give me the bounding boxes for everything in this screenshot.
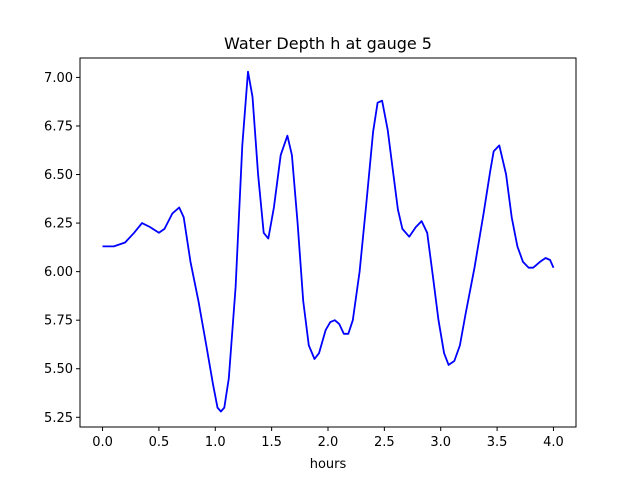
chart-title: Water Depth h at gauge 5: [224, 34, 432, 53]
plot-area: 0.0 0.5 1.0 1.5 2.0 2.5 3.0 3.5 4.0 5.25 5.50 5.75 6…: [44, 57, 577, 450]
y-tick-label: 6.25: [44, 217, 73, 232]
x-tick-label: 3.0: [430, 435, 451, 450]
y-tick-label: 5.75: [44, 314, 73, 329]
x-tick-label: 2.5: [374, 435, 395, 450]
y-tick-label: 5.50: [44, 362, 73, 377]
x-tick-label: 0.0: [92, 435, 113, 450]
y-tick-label: 7.00: [44, 71, 73, 86]
x-tick-label: 0.5: [149, 435, 170, 450]
x-tick-label: 4.0: [543, 435, 564, 450]
series-line-0: [102, 70, 555, 413]
x-tick-label: 1.5: [261, 435, 282, 450]
x-axis-label: hours: [310, 457, 347, 472]
y-tick-label: 6.50: [44, 168, 73, 183]
y-tick-label: 5.25: [44, 411, 73, 426]
x-tick-label: 3.5: [487, 435, 508, 450]
x-tick-label: 2.0: [318, 435, 339, 450]
y-tick-label: 6.75: [44, 119, 73, 134]
x-tick-label: 1.0: [205, 435, 226, 450]
y-tick-label: 6.00: [44, 265, 73, 280]
